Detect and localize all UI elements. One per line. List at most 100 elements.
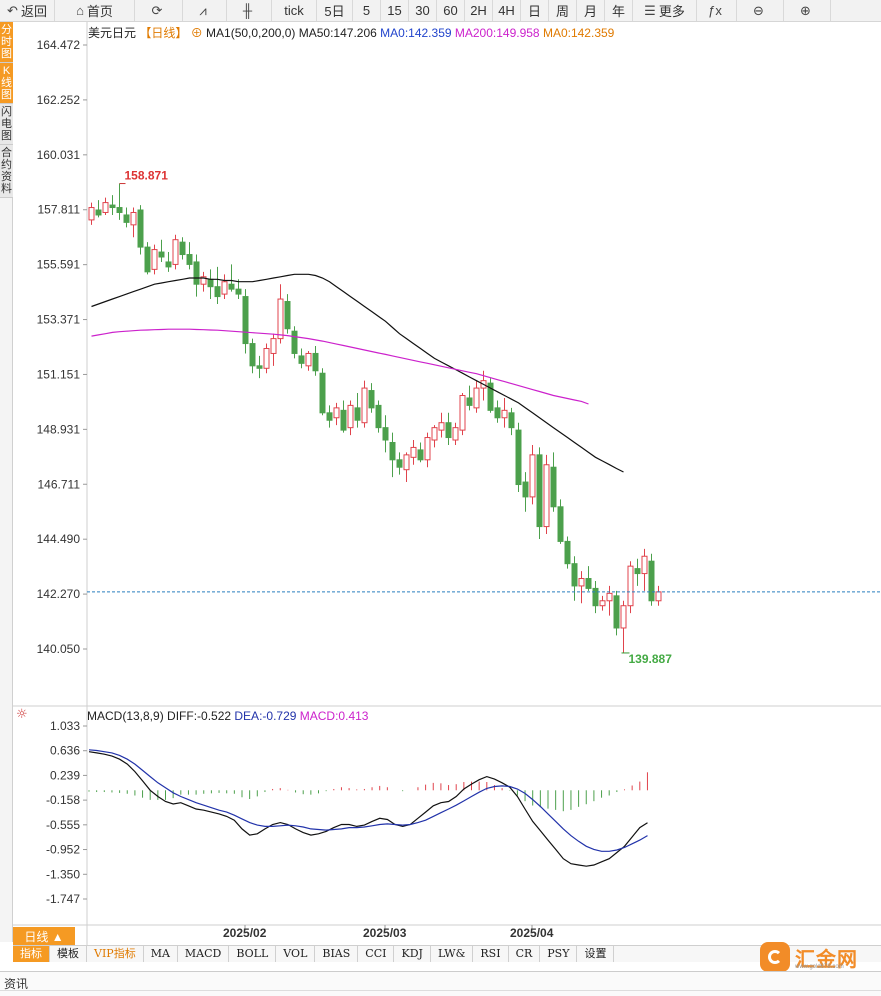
indicator-tab-12[interactable]: CR	[509, 946, 541, 962]
home-button[interactable]: ⌂ 首页	[55, 0, 135, 21]
macd-diff-value: DIFF:-0.522	[167, 709, 234, 723]
candle-down	[522, 481, 529, 498]
chart-area[interactable]: 164.472 162.252 160.031 157.811 155.591 153.3…	[0, 0, 881, 945]
indicator-tab-3[interactable]: MA	[144, 946, 178, 962]
zoom-in-button[interactable]: ⊕	[784, 0, 831, 21]
indicator-tab-2[interactable]: VIP指标	[87, 946, 144, 962]
price-tick-label: 146.711	[38, 477, 81, 491]
macd-tick-label: -0.158	[46, 793, 80, 807]
candle-down	[116, 207, 123, 213]
more-button[interactable]: ☰ 更多	[633, 0, 697, 21]
candle-up	[606, 592, 613, 602]
side-tab-intraday[interactable]: 分时图	[0, 22, 13, 63]
candle-up	[473, 387, 480, 409]
candle-down	[137, 209, 144, 248]
formula-button[interactable]: ƒx	[697, 0, 737, 21]
macd-tick-label: -0.952	[46, 843, 80, 857]
candle-down	[515, 429, 522, 486]
macd-tick-label: -1.747	[46, 892, 80, 906]
candle-down	[179, 241, 186, 256]
zoom-out-button[interactable]: ⊖	[737, 0, 784, 21]
logo-text: 汇金网	[795, 948, 858, 971]
indicator-tab-8[interactable]: CCI	[358, 946, 395, 962]
line-chart-button[interactable]: ⩘	[183, 0, 227, 21]
candle-down	[508, 412, 515, 429]
candle-down	[123, 214, 130, 223]
indicator-tab-0[interactable]: 指标	[13, 946, 50, 962]
period-15[interactable]: 15	[381, 0, 409, 21]
candle-up	[221, 281, 228, 295]
macd-legend: MACD(13,8,9) DIFF:-0.522 DEA:-0.729 MACD…	[87, 709, 369, 723]
back-button[interactable]: ↶ 返回	[0, 0, 55, 21]
indicator-tab-7[interactable]: BIAS	[315, 946, 359, 962]
macd-tick-label: -1.350	[46, 867, 80, 881]
candle-up	[501, 409, 508, 419]
candle-up	[620, 605, 627, 629]
candle-down	[207, 278, 214, 288]
toolbar: ↶ 返回 ⌂ 首页 ⟳ ⩘ ╫ tick 5日 5 15 30 60 2H 4H 日周月年 ☰ 更多 ƒx ⊖ ⊕	[0, 0, 881, 22]
candle-chart-button[interactable]: ╫	[227, 0, 272, 21]
news-label[interactable]: 资讯	[4, 977, 29, 991]
indicator-tab-6[interactable]: VOL	[276, 946, 316, 962]
period-tick-label: tick	[284, 3, 304, 18]
side-tab-flash[interactable]: 闪电图	[0, 104, 13, 145]
macd-spec: MACD(13,8,9)	[87, 709, 167, 723]
candle-down	[256, 365, 263, 369]
refresh-button[interactable]: ⟳	[135, 0, 183, 21]
period-dropdown-button[interactable]: 日线 ▲	[13, 927, 75, 945]
period-week[interactable]: 周	[549, 0, 577, 21]
price-tick-label: 142.270	[37, 587, 81, 601]
period-5day[interactable]: 5日	[317, 0, 353, 21]
period-2h[interactable]: 2H	[465, 0, 493, 21]
period-4h[interactable]: 4H	[493, 0, 521, 21]
indicator-tab-11[interactable]: RSI	[473, 946, 509, 962]
period-60[interactable]: 60	[437, 0, 465, 21]
candle-down	[165, 261, 172, 268]
settings-gear-icon[interactable]: ☼	[16, 707, 28, 722]
time-tick-label: 2025/03	[363, 926, 407, 940]
candle-down	[466, 397, 473, 406]
period-month[interactable]: 月	[577, 0, 605, 21]
candle-up	[459, 394, 466, 431]
period-30[interactable]: 30	[409, 0, 437, 21]
macd-dea-line	[88, 749, 648, 852]
candle-down	[109, 204, 116, 209]
indicator-tab-4[interactable]: MACD	[178, 946, 230, 962]
indicator-tab-5[interactable]: BOLL	[229, 946, 277, 962]
ma0-value: MA0:142.359	[543, 26, 615, 40]
candle-down	[375, 404, 382, 429]
period-tick[interactable]: tick	[272, 0, 317, 21]
indicator-tab-14[interactable]: 设置	[577, 946, 615, 962]
price-tick-label: 153.371	[37, 313, 81, 327]
side-strip	[0, 22, 13, 942]
candle-down	[214, 286, 221, 298]
period-5[interactable]: 5	[353, 0, 381, 21]
candle-down	[319, 372, 326, 414]
candle-down	[445, 422, 452, 439]
candle-down	[186, 254, 193, 265]
candle-down	[158, 251, 165, 258]
price-tick-label: 140.050	[37, 642, 81, 656]
period-year[interactable]: 年	[605, 0, 633, 21]
period-day[interactable]: 日	[521, 0, 549, 21]
side-tab-contract[interactable]: 合约资料	[0, 145, 13, 198]
candle-down	[550, 466, 557, 508]
indicator-tab-1[interactable]: 模板	[50, 946, 87, 962]
logo-subtext: www.gold678.com	[795, 964, 844, 970]
time-tick-label: 2025/04	[510, 926, 554, 940]
news-divider	[0, 990, 881, 991]
indicator-tab-13[interactable]: PSY	[540, 946, 578, 962]
indicator-tab-9[interactable]: KDJ	[394, 946, 431, 962]
candle-up	[200, 276, 207, 285]
ma50-line	[91, 273, 624, 473]
period-15-label: 15	[387, 3, 402, 18]
indicator-tab-10[interactable]: LW&	[431, 946, 474, 962]
period-year-label: 年	[611, 4, 625, 19]
candle-up	[102, 202, 109, 213]
period-day-label: 日	[527, 4, 541, 19]
period-5day-label: 5日	[324, 4, 345, 19]
candle-up	[403, 454, 410, 471]
candle-down	[382, 427, 389, 441]
candle-up	[277, 298, 284, 340]
